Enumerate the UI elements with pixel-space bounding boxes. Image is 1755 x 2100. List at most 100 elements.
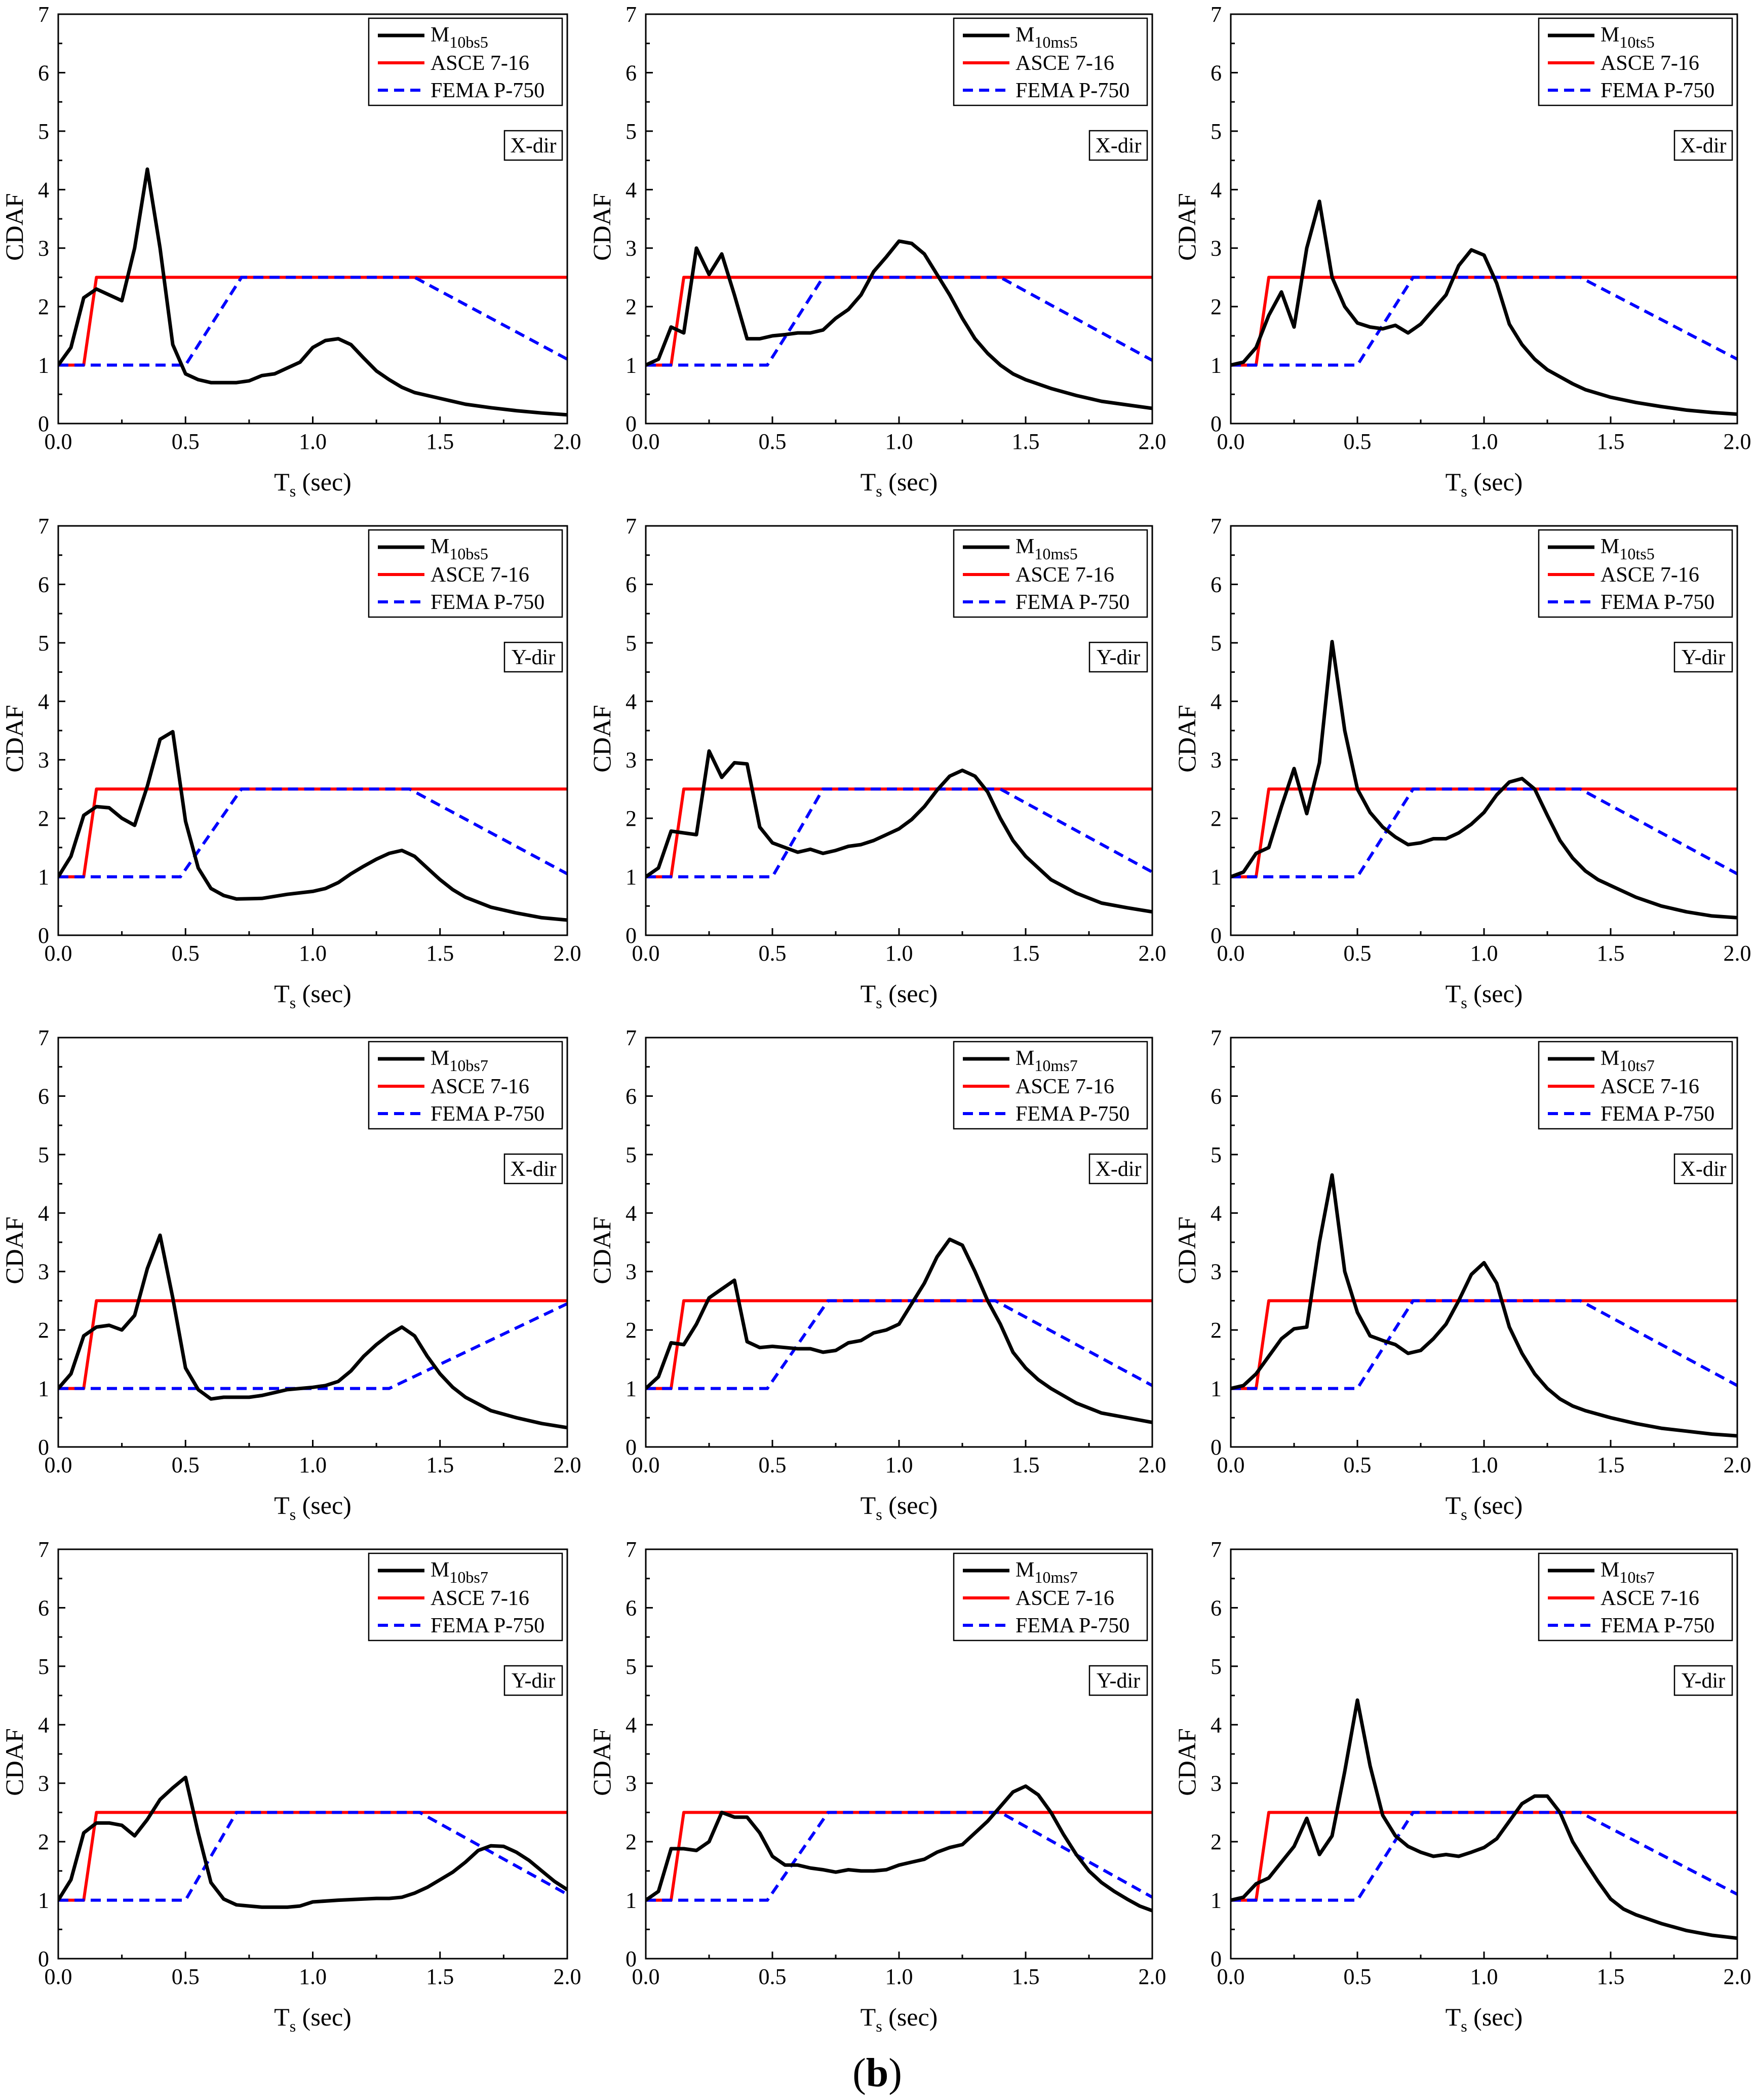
x-axis-label-main: T (861, 468, 876, 496)
y-tick-label: 1 (38, 1377, 49, 1401)
y-tick-label: 5 (1211, 1142, 1222, 1167)
x-axis-label-sub: s (1461, 994, 1467, 1012)
legend-label-fema: FEMA P-750 (1601, 1614, 1714, 1637)
y-tick-label: 7 (1211, 2, 1222, 27)
x-tick-label: 0.5 (759, 1453, 787, 1477)
fema-line (646, 1811, 1152, 1902)
y-tick-label: 1 (1211, 1377, 1222, 1401)
direction-box (1088, 130, 1148, 161)
legend-label-measured: M10ts7 (1601, 1047, 1655, 1075)
x-axis-label-main: T (274, 979, 290, 1008)
y-tick-label: 7 (1211, 514, 1222, 539)
direction-label: X-dir (1096, 1158, 1142, 1181)
legend-label-measured: M10ms5 (1016, 23, 1078, 51)
x-tick-label: 2.0 (554, 941, 581, 966)
y-tick-label: 0 (1211, 1946, 1222, 1971)
chart-panel-10: 0 1 2 3 4 5 6 7 0.0 0.5 1.0 1.5 2.0 CDAF Ts (sec) M10bs… (0, 1537, 581, 2035)
x-tick-label: 2.0 (1724, 1964, 1751, 1989)
direction-label: Y-dir (512, 1669, 555, 1693)
y-tick-label: 2 (626, 806, 637, 831)
y-tick-label: 4 (1211, 689, 1222, 714)
x-axis-label-sub: s (1461, 482, 1467, 500)
y-tick-label: 2 (38, 1318, 49, 1343)
legend-label-measured: M10bs7 (431, 1558, 488, 1586)
chart-panel-4: 0 1 2 3 4 5 6 7 0.0 0.5 1.0 1.5 2.0 CDAF Ts (sec) M10bs… (0, 514, 581, 1012)
direction-box (1088, 1665, 1148, 1696)
asce-line (58, 1299, 567, 1390)
x-tick-label: 1.5 (426, 941, 454, 966)
measured-line (1231, 199, 1737, 416)
series-group (646, 1237, 1152, 1424)
y-tick-label: 5 (626, 1654, 637, 1679)
plot-frame (57, 1037, 568, 1448)
y-tick-label: 6 (1211, 60, 1222, 85)
fema-line (1231, 1811, 1737, 1902)
y-tick-label: 4 (38, 177, 49, 202)
x-tick-label: 2.0 (1724, 1453, 1751, 1477)
asce-line (646, 787, 1152, 879)
x-tick-label: 1.0 (885, 429, 913, 454)
y-tick-label: 0 (38, 923, 49, 948)
y-tick-label: 5 (1211, 1654, 1222, 1679)
y-tick-label: 6 (38, 60, 49, 85)
direction-box (1673, 641, 1733, 673)
x-tick-label: 0.0 (1217, 429, 1245, 454)
x-tick-label: 0.0 (632, 1964, 660, 1989)
y-tick-label: 7 (626, 2, 637, 27)
fema-line (58, 787, 567, 879)
legend-label-measured: M10ts5 (1601, 535, 1655, 563)
x-tick-label: 2.0 (1724, 429, 1751, 454)
legend-label-measured: M10bs5 (431, 23, 488, 51)
x-axis-label-main: T (274, 2003, 290, 2031)
asce-line (1231, 1811, 1737, 1902)
y-tick-label: 1 (1211, 1888, 1222, 1913)
x-tick-label: 1.5 (1597, 429, 1625, 454)
x-axis-label: Ts (sec) (1446, 468, 1523, 500)
y-tick-label: 0 (626, 923, 637, 948)
fema-line (58, 276, 567, 367)
y-tick-label: 3 (1211, 236, 1222, 261)
measured-line (646, 1237, 1152, 1424)
y-tick-label: 4 (626, 689, 637, 714)
legend-label-measured-sub: 10ms7 (1034, 1056, 1077, 1075)
fema-line (1231, 276, 1737, 367)
legend-label-fema: FEMA P-750 (431, 591, 544, 614)
x-tick-label: 0.5 (1344, 429, 1372, 454)
x-axis-label-main: T (1446, 979, 1461, 1008)
x-axis-label: Ts (sec) (1446, 2003, 1523, 2035)
y-tick-label: 7 (38, 1025, 49, 1050)
y-tick-label: 2 (1211, 1829, 1222, 1854)
x-tick-label: 1.0 (299, 1453, 327, 1477)
y-tick-label: 6 (626, 60, 637, 85)
x-tick-label: 0.0 (632, 941, 660, 966)
legend-label-measured-sub: 10bs7 (449, 1056, 488, 1075)
fema-line (646, 1299, 1152, 1390)
measured-line (1231, 1173, 1737, 1438)
x-axis-label: Ts (sec) (861, 2003, 938, 2035)
legend-label-asce: ASCE 7-16 (1016, 563, 1114, 587)
legend-label-measured: M10ms5 (1016, 535, 1078, 563)
x-axis-label-main: T (861, 979, 876, 1008)
x-axis-label: Ts (sec) (1446, 1491, 1523, 1523)
y-tick-label: 1 (626, 353, 637, 378)
y-tick-label: 7 (1211, 1025, 1222, 1050)
x-tick-label: 1.0 (885, 1453, 913, 1477)
legend-label-fema: FEMA P-750 (431, 79, 544, 102)
y-tick-label: 5 (626, 119, 637, 144)
y-tick-label: 3 (38, 748, 49, 773)
legend-label-fema: FEMA P-750 (1601, 79, 1714, 102)
y-tick-label: 3 (1211, 748, 1222, 773)
x-axis-label-main: T (274, 1491, 290, 1519)
fema-line (58, 1811, 567, 1902)
x-axis-label-sub: s (290, 2017, 296, 2035)
y-tick-label: 1 (38, 865, 49, 890)
measured-line (58, 167, 567, 417)
measured-line (646, 239, 1152, 410)
y-tick-label: 2 (38, 806, 49, 831)
chart-panel-1: 0 1 2 3 4 5 6 7 0.0 0.5 1.0 1.5 2.0 CDAF Ts (sec) M10bs… (0, 2, 581, 500)
y-tick-label: 3 (1211, 1259, 1222, 1284)
fema-line (646, 276, 1152, 367)
x-tick-label: 0.0 (1217, 941, 1245, 966)
x-tick-label: 1.0 (1470, 941, 1498, 966)
